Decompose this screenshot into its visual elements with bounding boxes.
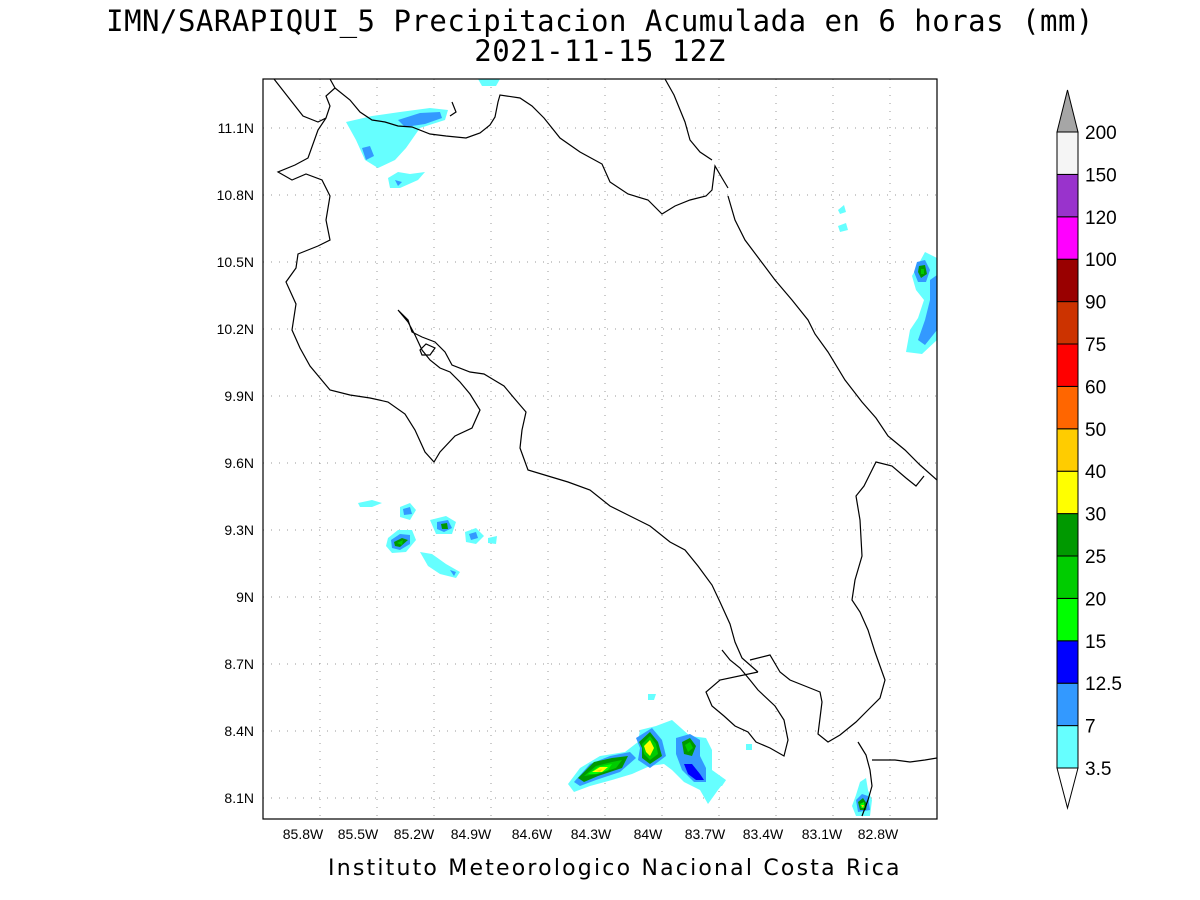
lat-tick-label: 8.1N bbox=[224, 790, 254, 806]
colorbar-band bbox=[1056, 555, 1079, 599]
footer-credit: Instituto Meteorologico Nacional Costa R… bbox=[328, 856, 902, 881]
lat-tick-label: 9.9N bbox=[224, 388, 254, 404]
lat-tick-label: 10.8N bbox=[217, 187, 254, 203]
colorbar-band bbox=[1056, 258, 1079, 303]
colorbar-band bbox=[1056, 597, 1079, 642]
lon-tick-label: 82.8W bbox=[858, 826, 899, 842]
colorbar-label: 100 bbox=[1085, 250, 1117, 271]
colorbar-band bbox=[1056, 301, 1079, 345]
colorbar-band bbox=[1056, 173, 1079, 218]
colorbar-label: 150 bbox=[1085, 165, 1117, 186]
lon-tick-label: 84.9W bbox=[451, 826, 492, 842]
lon-tick-label: 83.4W bbox=[743, 826, 784, 842]
colorbar-label: 75 bbox=[1085, 335, 1106, 356]
lat-tick-label: 10.5N bbox=[217, 254, 254, 270]
coastline-and-borders bbox=[273, 79, 937, 817]
map-subtitle-date: 2021-11-15 12Z bbox=[474, 34, 726, 68]
colorbar-band bbox=[1056, 216, 1079, 260]
colorbar-over-triangle bbox=[1056, 89, 1079, 133]
latitude-axis: 8.1N 8.4N 8.7N 9N 9.3N 9.6N 9.9N 10.2N 1… bbox=[217, 120, 254, 806]
colorbar-band bbox=[1056, 385, 1079, 430]
plot-frame bbox=[262, 78, 938, 820]
lat-tick-label: 8.4N bbox=[224, 723, 254, 739]
lat-tick-label: 11.1N bbox=[218, 120, 254, 136]
colorbar-band bbox=[1056, 513, 1079, 557]
colorbar-legend: 3.5 7 12.5 15 20 25 30 40 50 60 75 90 100 120 150 200 bbox=[1056, 89, 1122, 810]
colorbar-band bbox=[1056, 470, 1079, 515]
lon-tick-label: 83.1W bbox=[802, 826, 843, 842]
lon-tick-label: 84.3W bbox=[571, 826, 612, 842]
colorbar-label: 7 bbox=[1085, 717, 1096, 738]
colorbar-label: 3.5 bbox=[1085, 759, 1111, 780]
colorbar-band bbox=[1056, 682, 1079, 727]
lat-tick-label: 9N bbox=[236, 589, 254, 605]
lat-tick-label: 10.2N bbox=[217, 321, 254, 337]
gridlines bbox=[263, 79, 937, 819]
colorbar-label: 200 bbox=[1085, 123, 1117, 144]
map-title: IMN/SARAPIQUI_5 Precipitacion Acumulada … bbox=[106, 4, 1094, 38]
colorbar-label: 120 bbox=[1085, 208, 1117, 229]
colorbar-label: 30 bbox=[1085, 505, 1106, 526]
colorbar-under-triangle bbox=[1056, 767, 1079, 810]
precipitation-east-cluster bbox=[838, 205, 937, 354]
lon-tick-label: 85.5W bbox=[338, 826, 379, 842]
colorbar-label: 60 bbox=[1085, 377, 1106, 398]
lon-tick-label: 85.8W bbox=[283, 826, 324, 842]
colorbar-label: 12.5 bbox=[1085, 674, 1122, 695]
colorbar-label: 40 bbox=[1085, 462, 1106, 483]
colorbar-label: 15 bbox=[1085, 632, 1106, 653]
precipitation-nicoya-cluster bbox=[358, 500, 497, 578]
colorbar-band bbox=[1056, 343, 1079, 387]
lat-tick-label: 8.7N bbox=[224, 656, 254, 672]
colorbar-label: 25 bbox=[1085, 547, 1106, 568]
longitude-axis: 85.8W 85.5W 85.2W 84.9W 84.6W 84.3W 84W … bbox=[283, 826, 899, 842]
colorbar-band bbox=[1056, 131, 1079, 175]
lon-tick-label: 83.7W bbox=[685, 826, 726, 842]
lon-tick-label: 84W bbox=[634, 826, 664, 842]
colorbar-band bbox=[1056, 640, 1079, 684]
precipitation-south-cluster bbox=[568, 694, 752, 804]
colorbar-band bbox=[1056, 725, 1079, 769]
lon-tick-label: 85.2W bbox=[394, 826, 435, 842]
lat-tick-label: 9.3N bbox=[224, 522, 254, 538]
colorbar-label: 20 bbox=[1085, 589, 1106, 610]
precipitation-north-cluster bbox=[346, 79, 500, 188]
lat-tick-label: 9.6N bbox=[224, 455, 254, 471]
colorbar-band bbox=[1056, 428, 1079, 472]
colorbar-label: 50 bbox=[1085, 420, 1106, 441]
colorbar-label: 90 bbox=[1085, 293, 1106, 314]
lon-tick-label: 84.6W bbox=[512, 826, 553, 842]
